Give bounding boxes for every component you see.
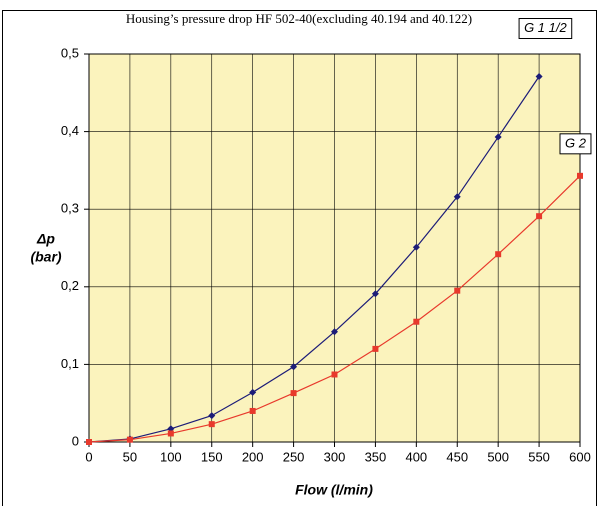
x-axis-label: Flow (l/min) (295, 482, 373, 498)
point (453, 193, 461, 201)
series-label: G 2 (565, 135, 587, 150)
point (126, 436, 133, 443)
x-tick-label: 150 (201, 449, 223, 464)
point (208, 412, 216, 420)
series-label-box (518, 18, 573, 40)
point (290, 363, 298, 371)
x-tick-label: 100 (160, 449, 182, 464)
x-tick-label: 0 (85, 449, 92, 464)
point (535, 73, 543, 81)
y-tick-label: 0,2 (61, 278, 79, 293)
y-tick-label: 0,1 (61, 356, 79, 371)
x-tick-label: 200 (242, 449, 264, 464)
x-tick-label: 350 (365, 449, 387, 464)
y-axis-unit: (bar) (30, 249, 61, 265)
series-label: G 1 1/2 (524, 20, 567, 35)
point (372, 345, 379, 352)
point (454, 287, 461, 294)
y-tick-label: 0,3 (61, 201, 79, 216)
y-axis-label: Δp (36, 231, 55, 247)
point (495, 251, 502, 258)
point (208, 421, 215, 428)
x-tick-label: 600 (569, 449, 591, 464)
y-tick-label: 0,5 (61, 45, 79, 60)
series-label-box (559, 133, 592, 155)
point (413, 318, 420, 325)
point (331, 371, 338, 378)
x-tick-label: 500 (487, 449, 509, 464)
point (249, 407, 256, 414)
point (412, 243, 420, 251)
point (536, 213, 543, 220)
point (86, 439, 92, 445)
y-tick-label: 0,4 (61, 123, 79, 138)
x-tick-label: 250 (283, 449, 305, 464)
point (331, 328, 338, 336)
point (290, 390, 297, 397)
y-tick-label: 0 (72, 433, 79, 448)
series-line (88, 76, 540, 443)
chart-frame (2, 10, 597, 506)
point (249, 388, 257, 396)
x-tick-label: 550 (528, 449, 550, 464)
x-tick-label: 300 (324, 449, 346, 464)
x-tick-label: 400 (405, 449, 427, 464)
point (494, 133, 502, 141)
point (167, 430, 174, 437)
point (577, 172, 583, 179)
x-tick-label: 450 (446, 449, 468, 464)
point (371, 290, 379, 298)
x-tick-label: 50 (123, 449, 137, 464)
chart-title: Housing’s pressure drop HF 502-40(exclud… (126, 11, 472, 26)
